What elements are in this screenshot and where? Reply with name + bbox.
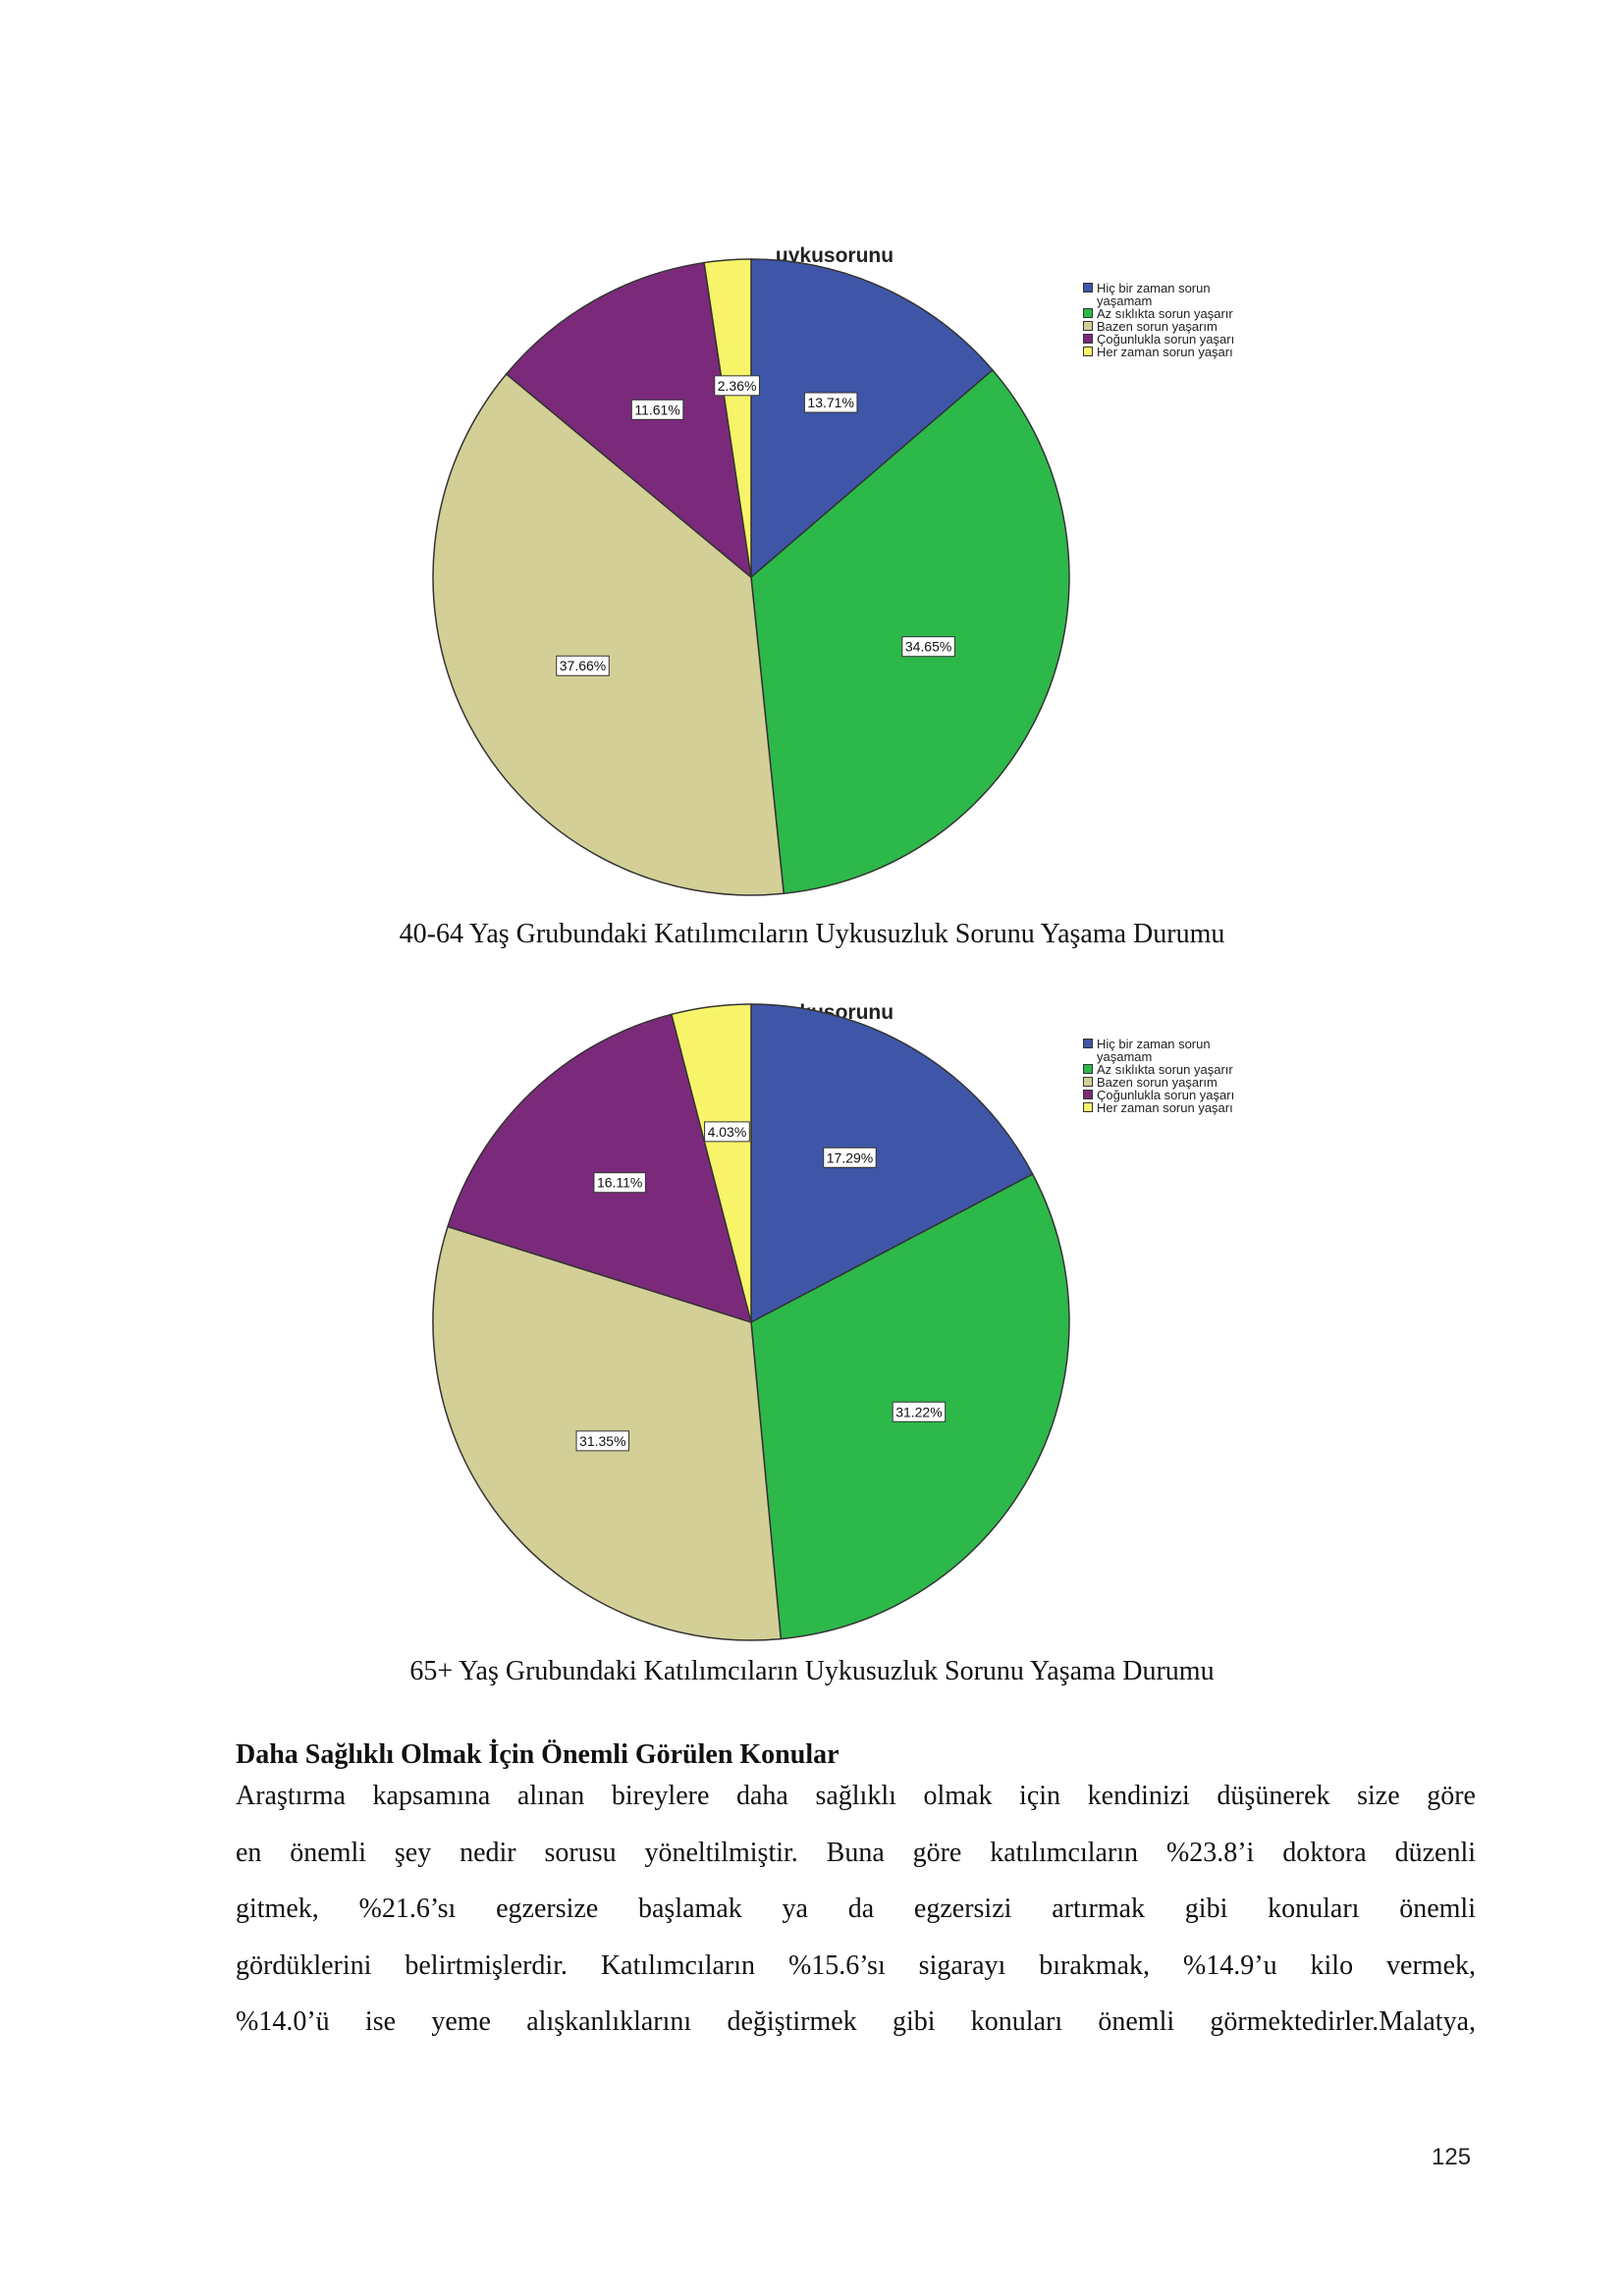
slice-label-group: 4.03% (704, 1121, 750, 1143)
legend-item: Az sıklıkta sorun yaşarır (1083, 1063, 1279, 1076)
page-number: 125 (1432, 2144, 1472, 2170)
legend-label: Çoğunlukla sorun yaşarı (1097, 1088, 1235, 1102)
legend-item: Bazen sorun yaşarım (1083, 1076, 1279, 1089)
slice-label: 16.11% (597, 1175, 642, 1191)
pie-slice (505, 261, 753, 579)
slice-label-box (704, 1121, 750, 1143)
pie-slice (750, 368, 1070, 895)
legend: Hiç bir zaman sorun yaşamam Az sıklıkta s… (1083, 1038, 1279, 1114)
legend-swatch (1083, 308, 1093, 318)
legend-swatch (1083, 1090, 1093, 1099)
pie-slice (447, 1013, 753, 1324)
pie (432, 258, 1070, 896)
slice-label-group: 16.11% (593, 1172, 646, 1194)
legend-label: Hiç bir zaman sorun yaşamam (1097, 1037, 1211, 1064)
slice-label-box (803, 392, 858, 413)
legend-item: Çoğunlukla sorun yaşarı (1083, 1089, 1279, 1101)
slice-label: 11.61% (634, 401, 679, 417)
chart-title: uykusorunu (776, 244, 893, 267)
legend-label: Çoğunlukla sorun yaşarı (1097, 332, 1235, 347)
paragraph-line: gördüklerini belirtmişlerdir. Katılımcıl… (236, 1949, 1476, 1981)
slice-label: 4.03% (708, 1124, 747, 1140)
legend-swatch (1083, 1064, 1093, 1074)
legend-swatch (1083, 283, 1093, 293)
paragraph-line: en önemli şey nedir sorusu yöneltilmişti… (236, 1837, 1476, 1868)
pie-slice (670, 1003, 752, 1323)
legend-swatch (1083, 1102, 1093, 1112)
legend-label: Bazen sorun yaşarım (1097, 319, 1218, 334)
section-heading: Daha Sağlıklı Olmak İçin Önemli Görülen … (236, 1739, 839, 1770)
slice-label-box (630, 399, 684, 420)
legend: Hiç bir zaman sorun yaşamam Az sıklıkta s… (1083, 282, 1279, 358)
legend-item: Her zaman sorun yaşarı (1083, 346, 1279, 358)
slice-label-group: 31.35% (575, 1430, 630, 1452)
legend-item: Az sıklıkta sorun yaşarır (1083, 307, 1279, 320)
slice-label-group: 34.65% (901, 636, 955, 658)
pie-slice (750, 258, 994, 579)
pie-slice (432, 372, 785, 896)
slice-label-group: 2.36% (714, 375, 760, 397)
legend-item: Hiç bir zaman sorun yaşamam (1083, 1038, 1279, 1063)
slice-label-box (556, 655, 610, 676)
slice-label: 17.29% (827, 1149, 873, 1165)
slice-label: 13.71% (807, 395, 853, 410)
slice-label-group: 31.22% (892, 1401, 947, 1422)
legend-label: Her zaman sorun yaşarı (1097, 345, 1233, 359)
slice-label-box (892, 1401, 947, 1422)
slice-label-group: 11.61% (630, 399, 684, 420)
figure-caption: 65+ Yaş Grubundaki Katılımcıların Uykusu… (409, 1656, 1215, 1686)
legend-label: Her zaman sorun yaşarı (1097, 1100, 1233, 1115)
pie-slice (703, 258, 752, 578)
slice-label: 31.35% (579, 1433, 625, 1449)
slice-label: 37.66% (560, 658, 606, 673)
slice-label: 34.65% (905, 639, 951, 655)
slice-label-box (714, 375, 760, 397)
slice-label: 2.36% (718, 378, 757, 394)
figure-caption: 40-64 Yaş Grubundaki Katılımcıların Uyku… (399, 919, 1225, 949)
legend-swatch (1083, 334, 1093, 344)
legend-swatch (1083, 1039, 1093, 1048)
legend-item: Her zaman sorun yaşarı (1083, 1101, 1279, 1114)
legend-label: Hiç bir zaman sorun yaşamam (1097, 281, 1211, 308)
slice-label-box (575, 1430, 630, 1452)
legend-label: Az sıklıkta sorun yaşarır (1097, 1062, 1233, 1077)
legend-item: Çoğunlukla sorun yaşarı (1083, 333, 1279, 346)
pie (432, 1003, 1070, 1641)
pie-slice (750, 1003, 1034, 1324)
slice-label-group: 13.71% (803, 392, 858, 413)
slice-label-box (901, 636, 955, 658)
slice-label-box (593, 1172, 646, 1194)
slice-label: 31.22% (895, 1404, 942, 1419)
slice-label-box (823, 1147, 877, 1168)
legend-item: Bazen sorun yaşarım (1083, 320, 1279, 333)
slice-label-group: 17.29% (823, 1147, 877, 1168)
slice-label-group: 37.66% (556, 655, 610, 676)
legend-swatch (1083, 1077, 1093, 1087)
legend-label: Az sıklıkta sorun yaşarır (1097, 306, 1233, 321)
legend-item: Hiç bir zaman sorun yaşamam (1083, 282, 1279, 307)
paragraph-line: Araştırma kapsamına alınan bireylere dah… (236, 1781, 1476, 1811)
paragraph-line: gitmek, %21.6’sı egzersize başlamak ya d… (236, 1894, 1476, 1924)
legend-swatch (1083, 347, 1093, 356)
legend-swatch (1083, 321, 1093, 331)
legend-label: Bazen sorun yaşarım (1097, 1075, 1218, 1090)
paragraph-line: %14.0’ü ise yeme alışkanlıklarını değişt… (236, 2006, 1476, 2037)
